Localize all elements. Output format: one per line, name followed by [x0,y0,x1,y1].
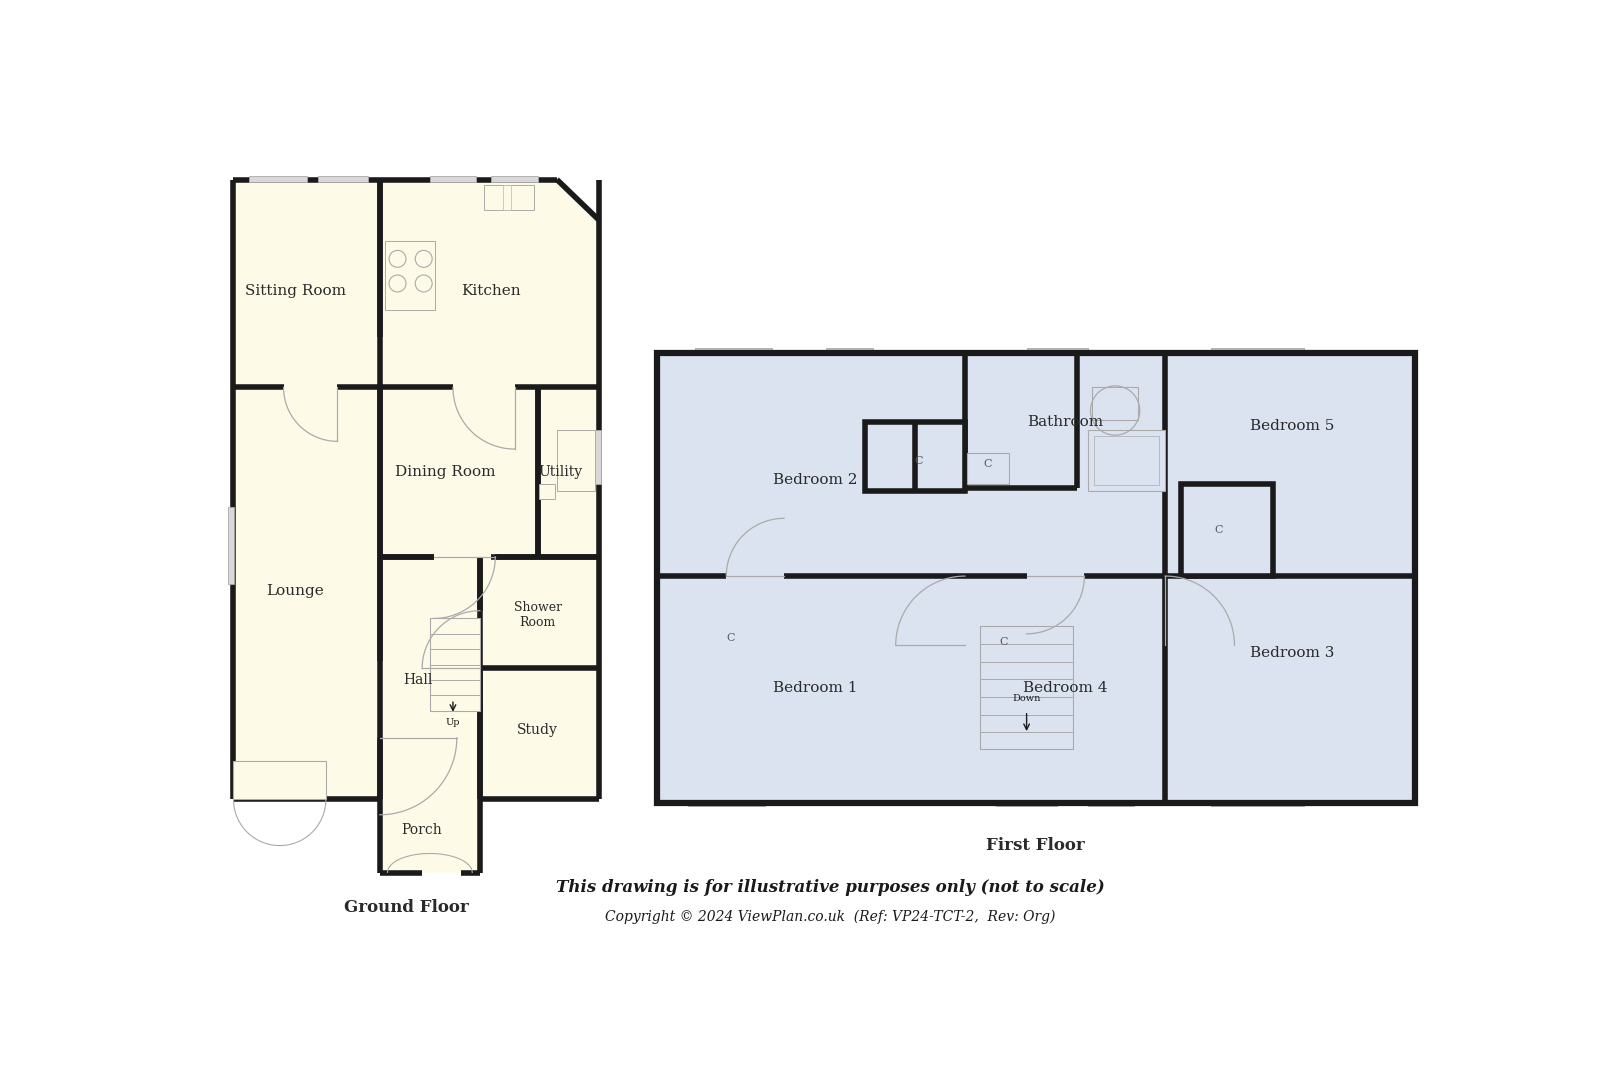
Bar [318,176,368,182]
Bar [557,429,596,491]
Bar [966,353,1165,500]
Bar [826,349,873,354]
Bar [502,185,510,209]
Text: Bedroom 4: Bedroom 4 [1022,681,1108,695]
Bar [1089,801,1134,806]
Text: Bathroom: Bathroom [1027,415,1103,429]
Text: Kitchen: Kitchen [462,284,522,298]
Bar [233,761,326,800]
Text: Lounge: Lounge [266,585,324,599]
Polygon shape [379,179,599,387]
Bar [386,241,436,311]
Text: Hall: Hall [403,673,433,687]
Text: Bedroom 2: Bedroom 2 [773,473,857,487]
Bar [1165,353,1416,803]
Bar [865,422,966,491]
Bar [688,801,765,806]
Bar [249,176,306,182]
Bar [429,618,480,711]
Bar [595,429,601,483]
Bar [539,483,554,500]
Bar [695,349,773,354]
Bar [1181,483,1273,576]
Bar [491,176,538,182]
Bar [658,353,1416,803]
Bar [233,387,379,800]
Text: Bedroom 5: Bedroom 5 [1251,419,1335,433]
Text: Study: Study [517,723,557,737]
Text: C: C [726,632,734,643]
Polygon shape [233,179,599,557]
Bar [658,576,966,803]
Bar [233,179,379,387]
Bar [1092,387,1139,420]
Bar [379,557,480,800]
Bar [1212,349,1304,354]
Text: C: C [983,460,993,469]
Bar [967,453,1009,483]
Text: Shower
Room: Shower Room [514,601,562,629]
Bar [538,387,599,557]
Bar [480,557,599,669]
Bar [966,576,1165,803]
Text: Ground Floor: Ground Floor [345,899,470,916]
Text: First Floor: First Floor [987,837,1085,855]
Bar [996,801,1058,806]
Text: Dining Room: Dining Room [395,465,496,479]
Text: Porch: Porch [402,823,442,837]
Bar [233,761,326,800]
Text: Up: Up [446,718,460,727]
Bar [228,507,235,584]
Text: C: C [1215,524,1223,535]
Text: C: C [915,455,923,465]
Bar [429,176,476,182]
Text: C: C [1000,637,1008,646]
Text: Bedroom 1: Bedroom 1 [773,681,857,695]
Bar [1165,353,1416,576]
Text: Copyright © 2024 ViewPlan.co.uk  (Ref: VP24-TCT-2,  Rev: Org): Copyright © 2024 ViewPlan.co.uk (Ref: VP… [604,910,1056,924]
Bar [1095,436,1158,486]
Bar [379,387,538,557]
Text: Utility: Utility [539,465,583,479]
Bar [658,353,966,576]
Bar [980,626,1072,749]
Text: Sitting Room: Sitting Room [245,284,345,298]
Bar [480,669,599,800]
Bar [658,353,1416,803]
Bar [379,800,480,873]
Bar [1027,349,1089,354]
Text: This drawing is for illustrative purposes only (not to scale): This drawing is for illustrative purpose… [556,879,1105,897]
Bar [484,185,535,209]
Bar [1089,429,1165,491]
Text: Bedroom 3: Bedroom 3 [1251,646,1335,660]
Text: Down: Down [1012,694,1040,704]
Bar [1212,801,1304,806]
